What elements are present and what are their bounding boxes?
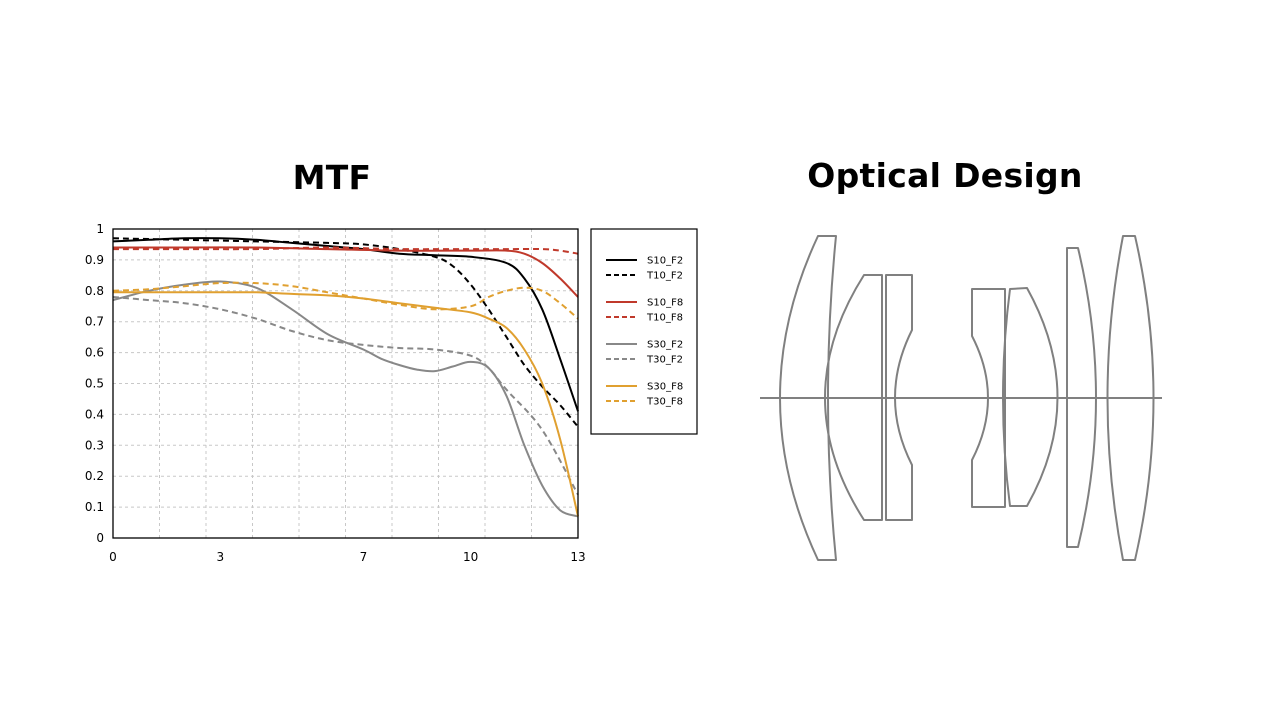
- x-tick-label: 3: [216, 550, 224, 564]
- lens-element-6: [1066, 247, 1097, 548]
- series-line-t30-f2: [112, 296, 579, 496]
- x-tick-label: 7: [360, 550, 368, 564]
- y-tick-label: 0.7: [85, 315, 104, 329]
- y-tick-label: 0.1: [85, 500, 104, 514]
- lens-element-5: [1002, 287, 1059, 507]
- chart-grid: [113, 229, 578, 538]
- chart-legend: S10_F2 T10_F2 S10_F8 T10_F8 S30_F2 T30_F2 S30_…: [590, 228, 698, 435]
- legend-label: S30_F2: [647, 340, 683, 351]
- y-tick-label: 0.4: [85, 407, 104, 421]
- y-tick-label: 0.3: [85, 438, 104, 452]
- y-tick-label: 0: [96, 531, 104, 545]
- y-tick-label: 0.5: [85, 377, 104, 391]
- series-line-t10-f8: [113, 246, 579, 255]
- legend-label: S10_F2: [647, 256, 683, 267]
- y-tick-label: 0.8: [85, 284, 104, 298]
- plot-frame: [112, 228, 579, 539]
- y-tick-label: 0.6: [85, 346, 104, 360]
- y-tick-label: 1: [96, 222, 104, 236]
- legend-label: T10_F8: [646, 313, 683, 324]
- legend-label: S30_F8: [647, 382, 683, 393]
- legend-label: T10_F2: [646, 271, 683, 282]
- series-line-s10-f2: [112, 237, 579, 412]
- chart-series: [112, 237, 579, 518]
- legend-label: T30_F8: [646, 397, 683, 408]
- series-line-s30-f2: [112, 280, 579, 518]
- optical-design-diagram: [760, 235, 1162, 561]
- series-line-t30-f8: [112, 281, 579, 320]
- legend-box: [590, 228, 698, 435]
- lens-element-7: [1106, 235, 1155, 561]
- legend-label: T30_F2: [646, 355, 683, 366]
- lens-element-4: [971, 288, 1006, 508]
- series-line-s30-f8: [113, 291, 579, 517]
- series-line-s10-f8: [113, 246, 579, 298]
- y-tick-label: 0.9: [85, 253, 104, 267]
- series-line-t10-f2: [112, 237, 579, 428]
- y-tick-label: 0.2: [85, 469, 104, 483]
- chart-ticks: 00.10.20.30.40.50.60.70.80.910 3 7 10 13: [85, 222, 586, 564]
- lens-element-3: [885, 274, 913, 521]
- x-tick-label: 0: [109, 550, 117, 564]
- x-tick-label: 10: [463, 550, 478, 564]
- optical-design-title: Optical Design: [807, 156, 1083, 195]
- legend-label: S10_F8: [647, 298, 683, 309]
- mtf-chart: 00.10.20.30.40.50.60.70.80.910 3 7 10 13 S10…: [85, 222, 698, 564]
- x-tick-label: 13: [570, 550, 585, 564]
- mtf-title: MTF: [292, 158, 372, 197]
- lens-element-1: [779, 235, 837, 561]
- lens-element-2: [824, 274, 883, 521]
